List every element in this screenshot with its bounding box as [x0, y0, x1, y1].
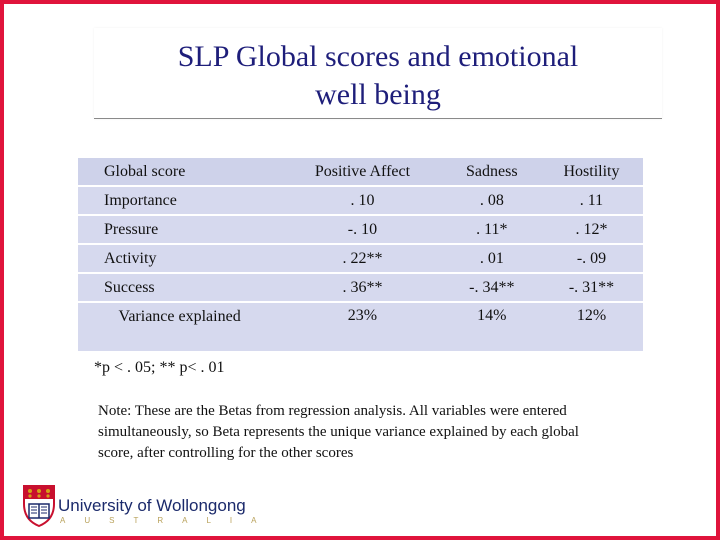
row-label: Importance: [78, 187, 282, 214]
table-cell: . 10: [281, 187, 444, 214]
header-global-score: Global score: [78, 158, 282, 185]
table-cell: 14%: [443, 303, 540, 351]
table-row: Importance . 10 . 08 . 11: [78, 187, 643, 214]
table-cell: 12%: [539, 303, 643, 351]
row-label: Success: [78, 274, 282, 301]
table-row: Success . 36** -. 34** -. 31**: [78, 274, 643, 301]
university-name: University of Wollongong: [58, 496, 246, 515]
university-country: AUSTRALIA: [60, 516, 276, 525]
table-cell: -. 09: [539, 245, 643, 272]
row-label: Variance explained: [78, 303, 282, 351]
title-line-1: SLP Global scores and emotional: [177, 40, 579, 73]
table-cell: 23%: [281, 303, 444, 351]
slide-title: SLP Global scores and emotional well bei…: [94, 38, 662, 114]
university-crest-icon: [23, 485, 55, 528]
table-header-row: Global score Positive Affect Sadness Hos…: [78, 158, 643, 185]
table-cell: . 12*: [539, 216, 643, 243]
title-box: SLP Global scores and emotional well bei…: [94, 28, 662, 119]
table-cell: . 11*: [443, 216, 540, 243]
table-cell: -. 31**: [539, 274, 643, 301]
significance-footnote: *p < . 05; ** p< . 01: [94, 359, 225, 376]
table-cell: . 11: [539, 187, 643, 214]
table-cell: . 22**: [281, 245, 444, 272]
header-hostility: Hostility: [539, 158, 643, 185]
row-label: Activity: [78, 245, 282, 272]
header-sadness: Sadness: [443, 158, 540, 185]
table-row: Pressure -. 10 . 11* . 12*: [78, 216, 643, 243]
note-text: Note: These are the Betas from regressio…: [98, 403, 579, 461]
crest-shield-icon: [23, 485, 55, 528]
table-row: Activity . 22** . 01 -. 09: [78, 245, 643, 272]
table-cell: -. 10: [281, 216, 444, 243]
row-label: Pressure: [78, 216, 282, 243]
table-cell: . 08: [443, 187, 540, 214]
regression-table: Global score Positive Affect Sadness Hos…: [78, 156, 643, 353]
table-cell: -. 34**: [443, 274, 540, 301]
table-cell: . 36**: [281, 274, 444, 301]
header-positive-affect: Positive Affect: [281, 158, 444, 185]
table-cell: . 01: [443, 245, 540, 272]
table-row: Variance explained 23% 14% 12%: [78, 303, 643, 351]
title-line-2: well being: [315, 78, 441, 111]
